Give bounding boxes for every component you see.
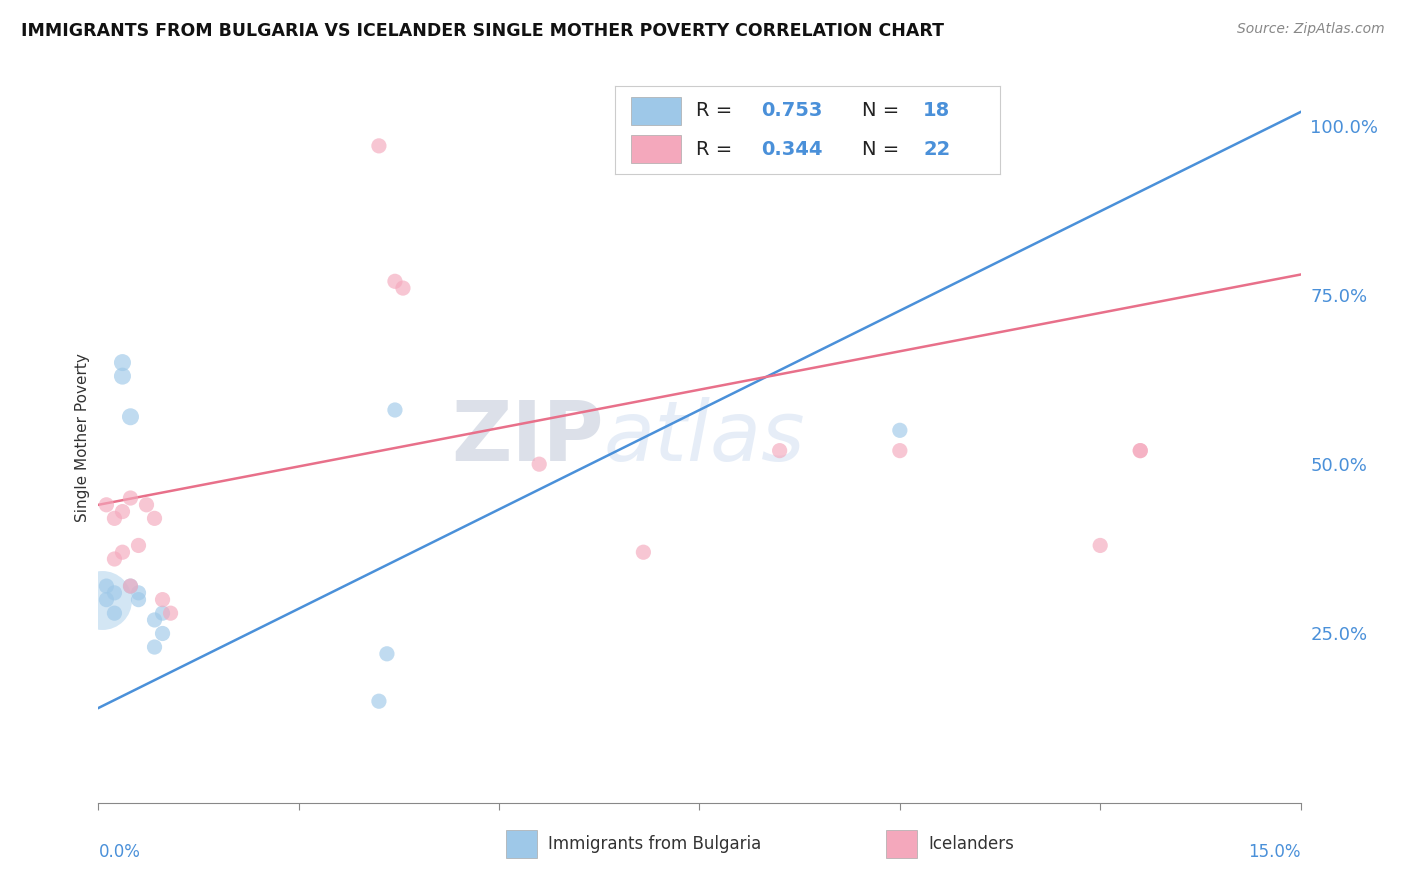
Point (1129, 443, 1152, 458)
Text: Immigrants from Bulgaria: Immigrants from Bulgaria (548, 835, 762, 853)
Point (375, 647, 398, 661)
Point (392, 281, 415, 295)
Point (103, 586, 125, 600)
Point (152, 592, 174, 607)
Text: IMMIGRANTS FROM BULGARIA VS ICELANDER SINGLE MOTHER POVERTY CORRELATION CHART: IMMIGRANTS FROM BULGARIA VS ICELANDER SI… (21, 22, 943, 40)
Text: R =: R = (696, 101, 738, 120)
Text: 0.0%: 0.0% (98, 843, 141, 861)
Text: Source: ZipAtlas.com: Source: ZipAtlas.com (1237, 22, 1385, 37)
Text: 0.344: 0.344 (762, 140, 823, 159)
Point (143, 511, 166, 525)
Point (103, 606, 125, 620)
Point (111, 505, 134, 519)
Point (96, 579, 118, 593)
Point (1088, 538, 1111, 552)
Point (368, 694, 391, 708)
Point (128, 586, 150, 600)
Text: 0.753: 0.753 (762, 101, 823, 120)
Point (103, 511, 125, 525)
Text: ZIP: ZIP (451, 397, 603, 477)
Text: R =: R = (696, 140, 738, 159)
Point (152, 606, 174, 620)
Point (529, 457, 551, 471)
Text: N =: N = (862, 140, 905, 159)
Point (103, 552, 125, 566)
Point (152, 626, 174, 640)
Point (120, 579, 142, 593)
Y-axis label: Single Mother Poverty: Single Mother Poverty (75, 352, 90, 522)
Text: N =: N = (862, 101, 905, 120)
Text: Icelanders: Icelanders (928, 835, 1014, 853)
Point (120, 409, 142, 424)
Point (96, 592, 118, 607)
Point (769, 443, 792, 458)
Point (128, 538, 150, 552)
Point (111, 369, 134, 384)
Text: atlas: atlas (603, 397, 806, 477)
Point (889, 443, 911, 458)
Point (120, 491, 142, 505)
Text: 18: 18 (924, 101, 950, 120)
Point (159, 606, 181, 620)
Point (889, 423, 911, 437)
Point (120, 579, 142, 593)
Point (135, 498, 157, 512)
Point (633, 545, 655, 559)
Point (143, 613, 166, 627)
Text: 22: 22 (924, 140, 950, 159)
Point (143, 640, 166, 654)
Point (128, 592, 150, 607)
Point (111, 355, 134, 369)
Point (90, 592, 112, 607)
Point (368, 139, 391, 153)
Point (1129, 443, 1152, 458)
FancyBboxPatch shape (631, 136, 681, 163)
Point (96, 498, 118, 512)
Point (384, 274, 406, 288)
Point (111, 545, 134, 559)
FancyBboxPatch shape (631, 96, 681, 125)
Point (384, 403, 406, 417)
Text: 15.0%: 15.0% (1249, 843, 1301, 861)
